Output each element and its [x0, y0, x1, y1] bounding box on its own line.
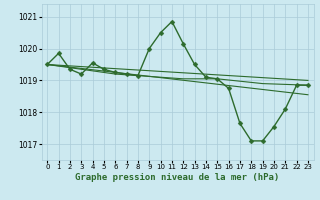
X-axis label: Graphe pression niveau de la mer (hPa): Graphe pression niveau de la mer (hPa)	[76, 173, 280, 182]
